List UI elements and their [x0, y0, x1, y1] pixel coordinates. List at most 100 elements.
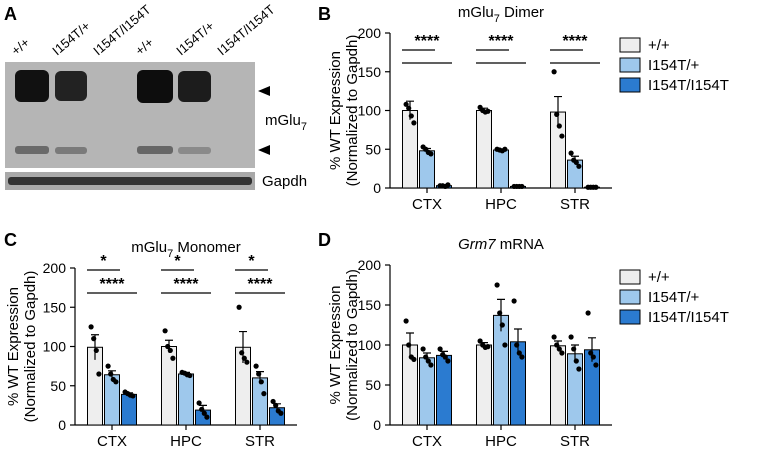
- data-point: [259, 379, 264, 384]
- significance-label: ****: [100, 276, 126, 293]
- data-point: [197, 400, 202, 405]
- legend-label: I154T/+: [648, 289, 700, 306]
- legend-swatch: [620, 38, 640, 52]
- data-point: [406, 106, 411, 111]
- bar: [494, 150, 509, 188]
- significance-label: *: [174, 253, 181, 270]
- data-point: [254, 364, 259, 369]
- chart-title: mGlu7 Dimer: [458, 4, 544, 25]
- data-point: [495, 282, 500, 287]
- y-tick-label: 100: [358, 337, 382, 353]
- bar: [568, 354, 583, 425]
- data-point: [421, 346, 426, 351]
- x-tick-label: STR: [560, 196, 590, 213]
- data-point: [96, 371, 101, 376]
- bar: [122, 394, 137, 425]
- lane-label: I154T/I154T: [214, 2, 277, 59]
- data-point: [500, 322, 505, 327]
- bar: [253, 378, 268, 425]
- data-point: [569, 151, 574, 156]
- data-point: [576, 366, 581, 371]
- data-point: [557, 123, 562, 128]
- lane-label: I154T/+: [173, 18, 217, 58]
- data-point: [552, 334, 557, 339]
- panel-label: C: [4, 230, 17, 250]
- significance-label: ****: [174, 276, 200, 293]
- lane-label: +/+: [8, 35, 32, 59]
- data-point: [168, 348, 173, 353]
- data-point: [554, 112, 559, 117]
- data-point: [130, 393, 135, 398]
- title-part: Dimer: [500, 4, 544, 21]
- data-point: [445, 358, 450, 363]
- lane-label: I154T/+: [49, 18, 93, 58]
- data-point: [485, 109, 490, 114]
- data-point: [91, 336, 96, 341]
- x-tick-label: HPC: [485, 196, 517, 213]
- data-point: [497, 310, 502, 315]
- data-point: [519, 354, 524, 359]
- legend-swatch: [620, 270, 640, 284]
- y-tick-label: 100: [43, 339, 67, 355]
- data-point: [485, 344, 490, 349]
- x-tick-label: STR: [560, 433, 590, 449]
- y-axis-label: (Normalized to Gapdh): [22, 271, 39, 423]
- legend-label: I154T/I154T: [648, 77, 729, 94]
- data-point: [445, 182, 450, 187]
- y-axis-label: % WT Expression: [327, 286, 344, 405]
- legend-swatch: [620, 78, 640, 92]
- data-point: [559, 133, 564, 138]
- y-tick-label: 50: [365, 141, 381, 157]
- legend-label: I154T/+: [648, 57, 700, 74]
- y-tick-label: 150: [43, 299, 67, 315]
- x-tick-label: HPC: [170, 433, 202, 449]
- significance-label: ****: [563, 33, 589, 50]
- data-point: [411, 357, 416, 362]
- data-point: [404, 318, 409, 323]
- bar: [494, 315, 509, 425]
- lane-label: +/+: [132, 35, 156, 59]
- chart-title: mGlu7 Monomer: [131, 239, 241, 260]
- data-point: [273, 403, 278, 408]
- data-point: [411, 120, 416, 125]
- data-point: [593, 185, 598, 190]
- data-point: [244, 360, 249, 365]
- legend-swatch: [620, 58, 640, 72]
- target-sub: 7: [301, 121, 307, 133]
- y-tick-label: 0: [58, 417, 66, 433]
- significance-label: ****: [489, 33, 515, 50]
- x-tick-label: CTX: [412, 196, 442, 213]
- data-point: [239, 350, 244, 355]
- data-point: [574, 358, 579, 363]
- x-tick-label: CTX: [412, 433, 442, 449]
- data-point: [502, 147, 507, 152]
- legend-swatch: [620, 310, 640, 324]
- x-tick-label: CTX: [97, 433, 127, 449]
- data-point: [406, 342, 411, 347]
- data-point: [89, 324, 94, 329]
- y-tick-label: 0: [373, 180, 381, 196]
- y-tick-label: 50: [50, 378, 66, 394]
- y-tick-label: 150: [358, 64, 382, 80]
- data-point: [94, 348, 99, 353]
- lane-labels: +/+I154T/+I154T/I154T+/+I154T/+I154T/I15…: [8, 2, 277, 59]
- y-tick-label: 200: [358, 25, 382, 41]
- y-tick-label: 200: [43, 260, 67, 276]
- data-point: [576, 164, 581, 169]
- data-point: [571, 346, 576, 351]
- data-point: [409, 113, 414, 118]
- legend-label: +/+: [648, 269, 670, 286]
- significance-label: *: [100, 253, 107, 270]
- significance-label: ****: [415, 33, 441, 50]
- title-part: Grm7: [458, 236, 496, 253]
- data-point: [428, 151, 433, 156]
- data-point: [108, 371, 113, 376]
- data-point: [163, 328, 168, 333]
- y-tick-label: 150: [358, 297, 382, 313]
- bar: [551, 346, 566, 425]
- data-point: [187, 373, 192, 378]
- data-point: [438, 346, 443, 351]
- bar: [477, 111, 492, 189]
- significance-label: *: [248, 253, 255, 270]
- bar: [477, 345, 492, 425]
